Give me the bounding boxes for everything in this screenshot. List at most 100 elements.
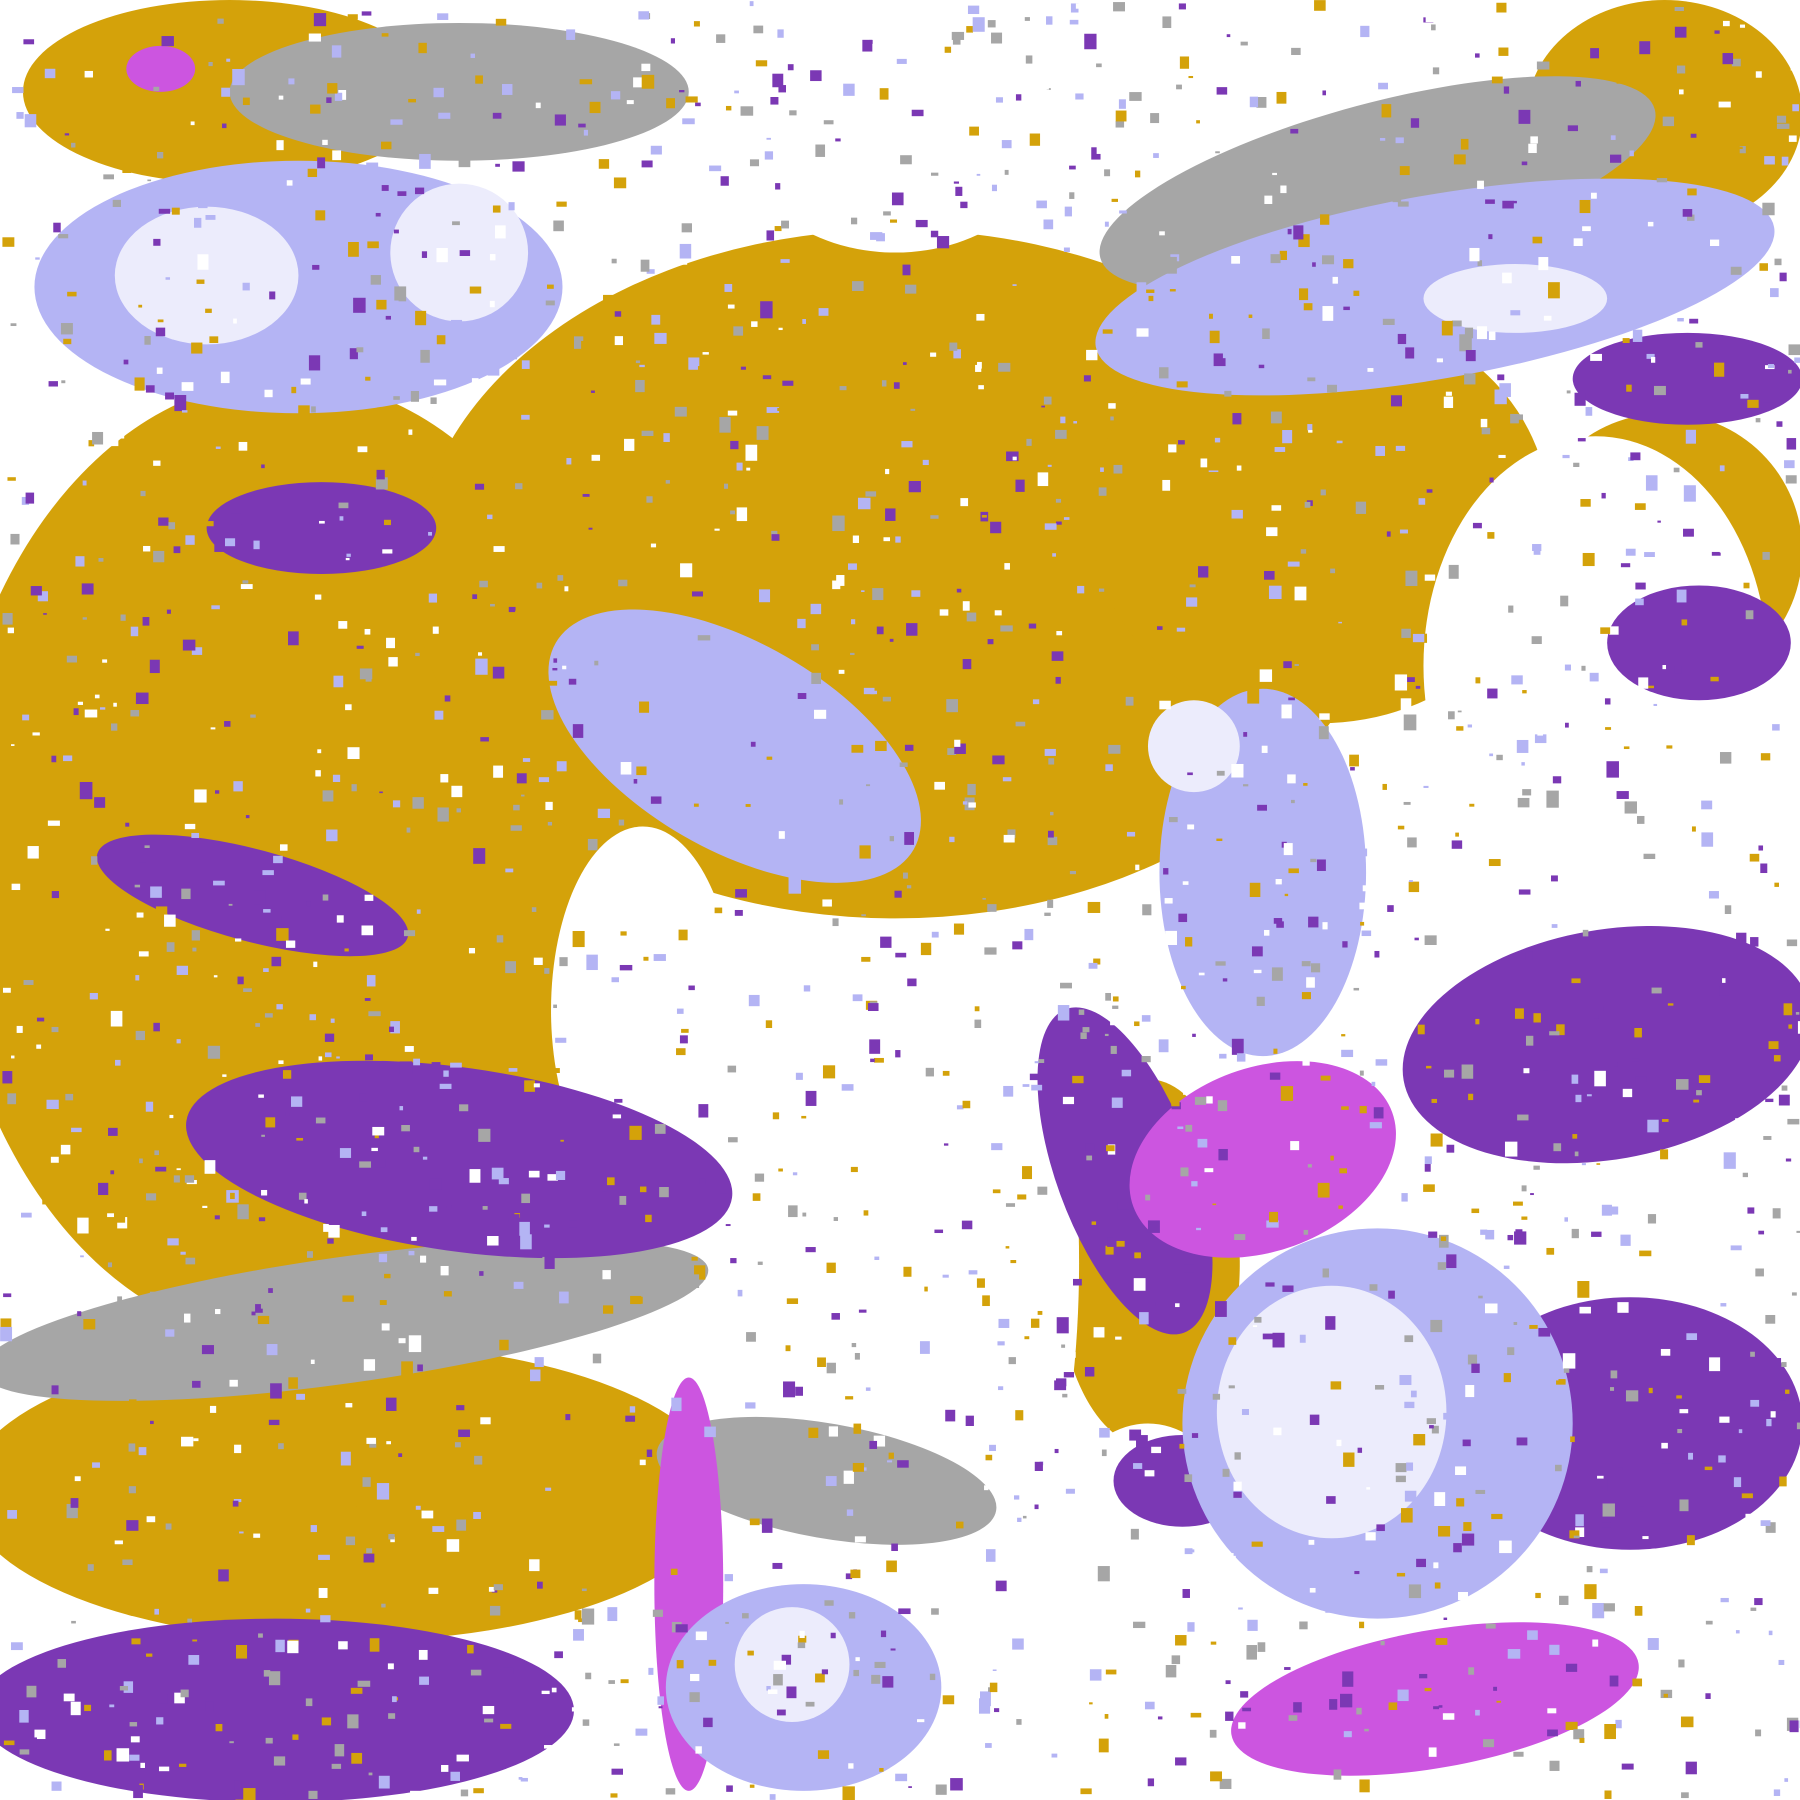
cloud-pixel [1778, 1094, 1790, 1106]
cloud-pixel [1683, 528, 1694, 537]
cloud-pixel [1099, 1361, 1110, 1373]
cloud-pixel [1390, 395, 1403, 407]
cloud-pixel [1135, 864, 1140, 871]
cloud-pixel [1755, 1729, 1762, 1737]
cloud-pixel [1549, 1760, 1560, 1771]
cloud-pixel [26, 1685, 37, 1698]
cloud-pixel [1155, 1301, 1165, 1307]
cloud-pixel [1617, 1302, 1629, 1313]
cloud-pixel [1701, 800, 1713, 810]
cloud-pixel [483, 904, 487, 909]
cloud-pixel [746, 1332, 756, 1342]
cloud-pixel [1276, 921, 1284, 928]
cloud-pixel [752, 1193, 761, 1201]
cloud-pixel [450, 319, 463, 333]
cloud-pixel [342, 1600, 349, 1606]
cloud-pixel [1660, 1348, 1671, 1356]
cloud-pixel [681, 1028, 689, 1033]
cloud-pixel [994, 1708, 1000, 1713]
cloud-pixel [317, 749, 322, 754]
cloud-pixel [553, 658, 558, 663]
cloud-pixel [969, 126, 979, 136]
cloud-pixel [688, 1274, 700, 1289]
cloud-pixel [1171, 1655, 1181, 1665]
cloud-pixel [643, 956, 649, 961]
cloud-pixel [934, 1229, 944, 1234]
cloud-pixel [540, 841, 547, 846]
cloud-pixel [1723, 146, 1735, 160]
cloud-pixel [1343, 259, 1354, 269]
cloud-pixel [1471, 1208, 1480, 1214]
cloud-pixel [262, 870, 274, 876]
cloud-pixel [997, 1341, 1005, 1346]
cloud-pixel [808, 1427, 819, 1438]
cloud-pixel [778, 831, 785, 839]
cloud-pixel [1397, 825, 1405, 830]
cloud-pixel [835, 148, 846, 155]
cloud-pixel [604, 1667, 611, 1673]
cloud-pixel [94, 26, 105, 35]
cloud-pixel [1529, 1324, 1538, 1329]
cloud-pixel [16, 1025, 23, 1033]
cloud-pixel [547, 1174, 558, 1181]
cloud-pixel [1552, 776, 1562, 784]
cloud-pixel [1785, 475, 1797, 484]
cloud-pixel [130, 710, 140, 717]
cloud-pixel [1309, 1587, 1316, 1593]
cloud-pixel [533, 957, 543, 965]
cloud-pixel [1357, 653, 1362, 659]
cloud-pixel [579, 79, 593, 85]
cloud-pixel [566, 458, 572, 465]
cloud-pixel [1368, 626, 1373, 630]
cloud-pixel [1653, 703, 1658, 706]
cloud-pixel [691, 591, 704, 597]
cloud-pixel [1089, 1669, 1102, 1681]
stratiform-region [1607, 585, 1791, 701]
cloud-pixel [1455, 1466, 1467, 1476]
cloud-pixel [946, 699, 958, 713]
cloud-pixel [714, 907, 723, 914]
cloud-pixel [1521, 161, 1528, 166]
cloud-pixel [1134, 1252, 1141, 1259]
cloud-pixel [1617, 1467, 1623, 1471]
cloud-pixel [1060, 416, 1066, 424]
cloud-pixel [1468, 1667, 1475, 1675]
cloud-pixel [895, 1050, 901, 1058]
cloud-pixel [873, 1211, 883, 1220]
cloud-pixel [822, 899, 832, 907]
cloud-pixel [1129, 92, 1142, 101]
cloud-pixel [439, 1083, 452, 1089]
cloud-pixel [348, 1042, 357, 1053]
cloud-pixel [1485, 1303, 1498, 1314]
cloud-pixel [646, 1449, 653, 1457]
cloud-pixel [333, 1556, 341, 1562]
cloud-pixel [184, 1313, 191, 1323]
cloud-pixel [414, 187, 425, 195]
cloud-pixel [42, 1199, 46, 1205]
cloud-pixel [44, 68, 56, 79]
cloud-pixel [1375, 445, 1386, 456]
cloud-pixel [1333, 1769, 1342, 1780]
cloud-pixel [1489, 153, 1498, 166]
cloud-pixel [1475, 53, 1480, 58]
cloud-pixel [552, 667, 558, 671]
cloud-pixel [641, 63, 651, 72]
cloud-pixel [1013, 1495, 1020, 1500]
cloud-pixel [938, 727, 948, 741]
cloud-pixel [173, 546, 181, 554]
cloud-pixel [639, 1186, 647, 1193]
cloud-pixel [1350, 767, 1355, 771]
cloud-pixel [727, 304, 735, 309]
cloud-pixel [785, 1345, 791, 1352]
cloud-pixel [1739, 146, 1743, 150]
cloud-pixel [1508, 605, 1514, 613]
cloud-pixel [982, 1295, 990, 1307]
cloud-pixel [1330, 1381, 1342, 1390]
cloud-pixel [965, 1415, 974, 1426]
cloud-pixel [740, 799, 751, 809]
cloud-pixel [778, 85, 787, 93]
cloud-pixel [1578, 739, 1584, 745]
cloud-pixel [845, 1573, 853, 1580]
cloud-pixel [1198, 972, 1205, 976]
cloud-pixel [984, 1485, 989, 1491]
